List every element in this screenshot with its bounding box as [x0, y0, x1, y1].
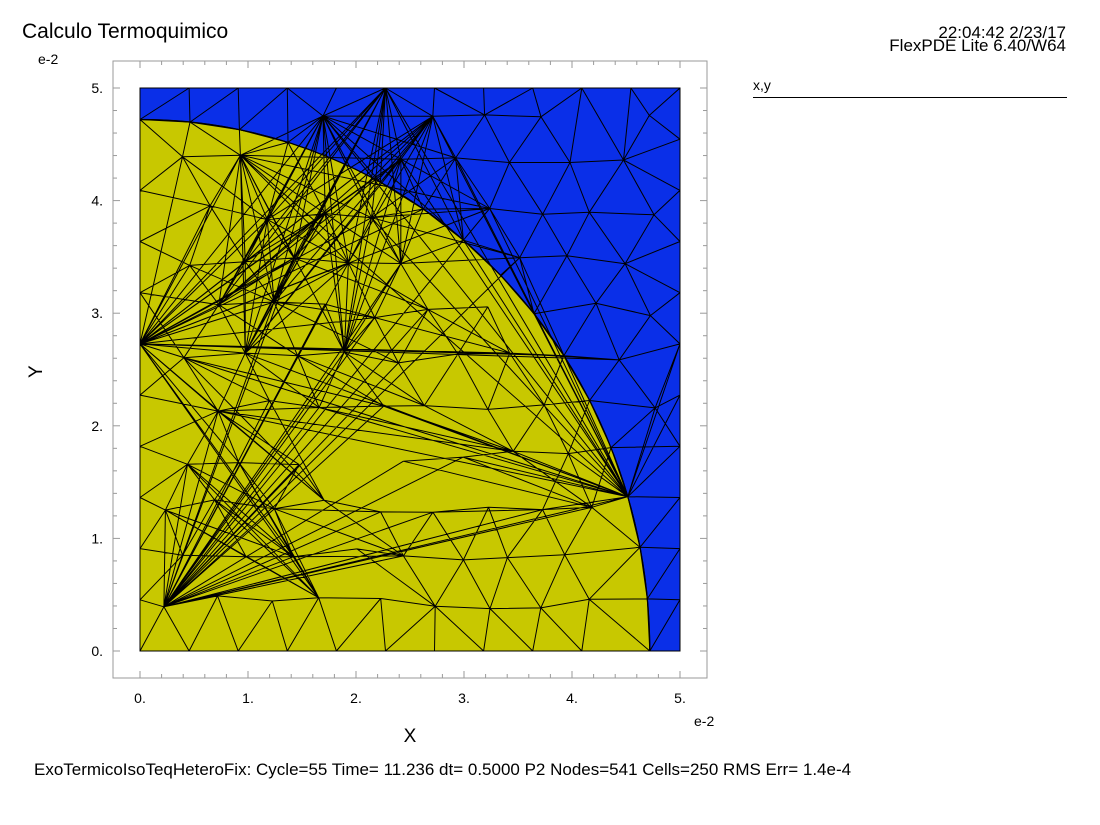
x-tick-label: 0. — [134, 690, 146, 706]
x-tick-label: 5. — [674, 690, 686, 706]
y-tick-label: 2. — [91, 418, 103, 434]
x-tick-label: 2. — [350, 690, 362, 706]
x-axis-title: X — [404, 726, 417, 747]
y-tick-label: 3. — [91, 305, 103, 321]
software-version: FlexPDE Lite 6.40/W64 — [889, 36, 1066, 55]
status-line: ExoTermicoIsoTeqHeteroFix: Cycle=55 Time… — [34, 760, 852, 779]
x-tick-label: 4. — [566, 690, 578, 706]
plot-frame — [112, 60, 708, 679]
x-tick-label: 3. — [458, 690, 470, 706]
interface-arc — [139, 118, 651, 652]
y-tick-label: 1. — [91, 530, 103, 546]
y-tick-label: 5. — [91, 80, 103, 96]
y-axis-title: Y — [26, 365, 47, 378]
plot-title: Calculo Termoquimico — [22, 20, 229, 43]
y-axis-exponent: e-2 — [38, 51, 58, 67]
domain-border — [139, 87, 681, 652]
run-stamp: 22:04:42 2/23/17 FlexPDE Lite 6.40/W64 — [889, 23, 1066, 55]
x-axis-exponent: e-2 — [694, 713, 714, 729]
legend-divider — [753, 97, 1067, 98]
timestamp: 22:04:42 2/23/17 — [938, 23, 1066, 42]
y-tick-label: 0. — [91, 643, 103, 659]
x-tick-label: 1. — [242, 690, 254, 706]
y-tick-label: 4. — [91, 193, 103, 209]
legend-title: x,y — [753, 77, 771, 93]
